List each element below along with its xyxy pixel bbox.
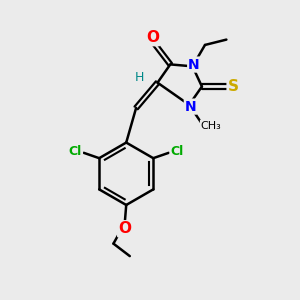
Text: H: H xyxy=(135,71,144,84)
Text: Cl: Cl xyxy=(69,145,82,158)
Text: Cl: Cl xyxy=(170,145,184,158)
Text: O: O xyxy=(118,221,131,236)
Text: S: S xyxy=(228,79,238,94)
Text: N: N xyxy=(188,58,200,72)
Text: O: O xyxy=(146,30,159,45)
Text: CH₃: CH₃ xyxy=(201,121,221,130)
Text: N: N xyxy=(185,100,197,114)
